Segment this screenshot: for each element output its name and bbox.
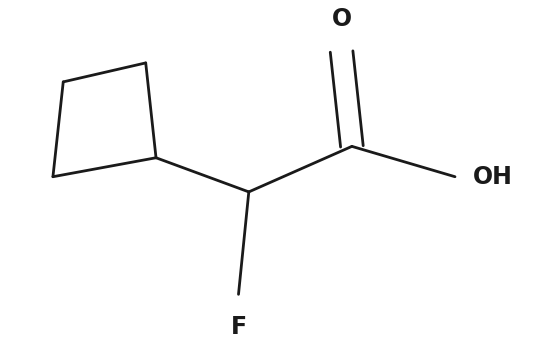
- Text: OH: OH: [473, 165, 513, 189]
- Text: F: F: [231, 315, 246, 339]
- Text: O: O: [331, 7, 351, 31]
